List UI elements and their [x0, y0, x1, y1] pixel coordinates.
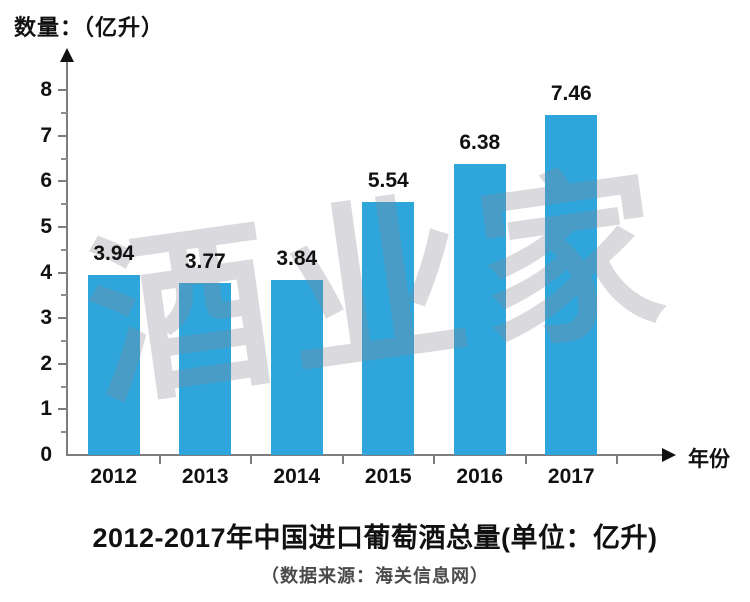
x-tick: [250, 456, 252, 464]
bar-value-label: 3.94: [93, 242, 135, 266]
y-axis-arrow-icon: [60, 48, 74, 62]
y-minor-tick: [61, 203, 67, 206]
y-tick-label: 7: [40, 123, 52, 147]
x-axis-line: [66, 454, 664, 456]
x-tick-label: 2017: [547, 465, 595, 488]
y-major-tick: [58, 362, 67, 365]
y-minor-tick: [61, 431, 67, 434]
bar-value-label: 3.77: [184, 250, 226, 274]
y-tick-label: 0: [40, 443, 52, 466]
bar: [362, 202, 415, 455]
y-minor-tick: [61, 248, 67, 251]
chart-title: 2012-2017年中国进口葡萄酒总量(单位：亿升): [92, 523, 658, 553]
x-tick: [433, 456, 435, 464]
y-axis-title: 数量：（亿升）: [14, 15, 165, 40]
y-minor-tick: [61, 294, 67, 297]
y-major-tick: [58, 134, 67, 137]
y-major-tick: [58, 408, 67, 411]
y-major-tick: [58, 180, 67, 183]
bar: [270, 279, 323, 455]
y-tick-label: 5: [40, 215, 52, 238]
x-tick-label: 2015: [364, 465, 412, 488]
x-axis-label: 年份: [688, 448, 730, 471]
y-axis-line: [66, 62, 68, 456]
bar: [453, 164, 506, 455]
bar-value-label: 7.46: [550, 81, 592, 105]
chart-source-note: （数据来源：海关信息网）: [261, 566, 489, 586]
x-axis-arrow-icon: [662, 448, 676, 462]
y-major-tick: [58, 271, 67, 274]
y-tick-label: 8: [40, 78, 52, 102]
x-tick: [524, 456, 527, 464]
x-tick: [158, 456, 161, 464]
y-tick-label: 6: [40, 169, 52, 193]
y-minor-tick: [61, 112, 67, 114]
x-tick-label: 2016: [456, 465, 504, 488]
x-tick-label: 2012: [90, 465, 138, 488]
y-tick-label: 1: [40, 397, 52, 421]
x-tick-label: 2014: [273, 465, 321, 488]
x-tick: [616, 456, 618, 464]
bar: [179, 283, 232, 455]
y-tick-label: 3: [40, 306, 52, 330]
y-major-tick: [58, 226, 67, 228]
y-minor-tick: [61, 340, 67, 342]
y-tick-label: 2: [40, 351, 52, 375]
bar-value-label: 3.84: [276, 246, 318, 270]
bar: [545, 114, 598, 455]
bar: [87, 275, 140, 455]
y-major-tick: [58, 317, 67, 320]
x-tick-label: 2013: [181, 465, 229, 488]
x-tick: [341, 456, 344, 464]
bar-value-label: 6.38: [459, 131, 501, 155]
y-major-tick: [58, 89, 67, 92]
y-tick-label: 4: [40, 260, 52, 284]
y-minor-tick: [61, 385, 67, 388]
bar-value-label: 5.54: [367, 169, 409, 193]
y-minor-tick: [61, 157, 67, 160]
